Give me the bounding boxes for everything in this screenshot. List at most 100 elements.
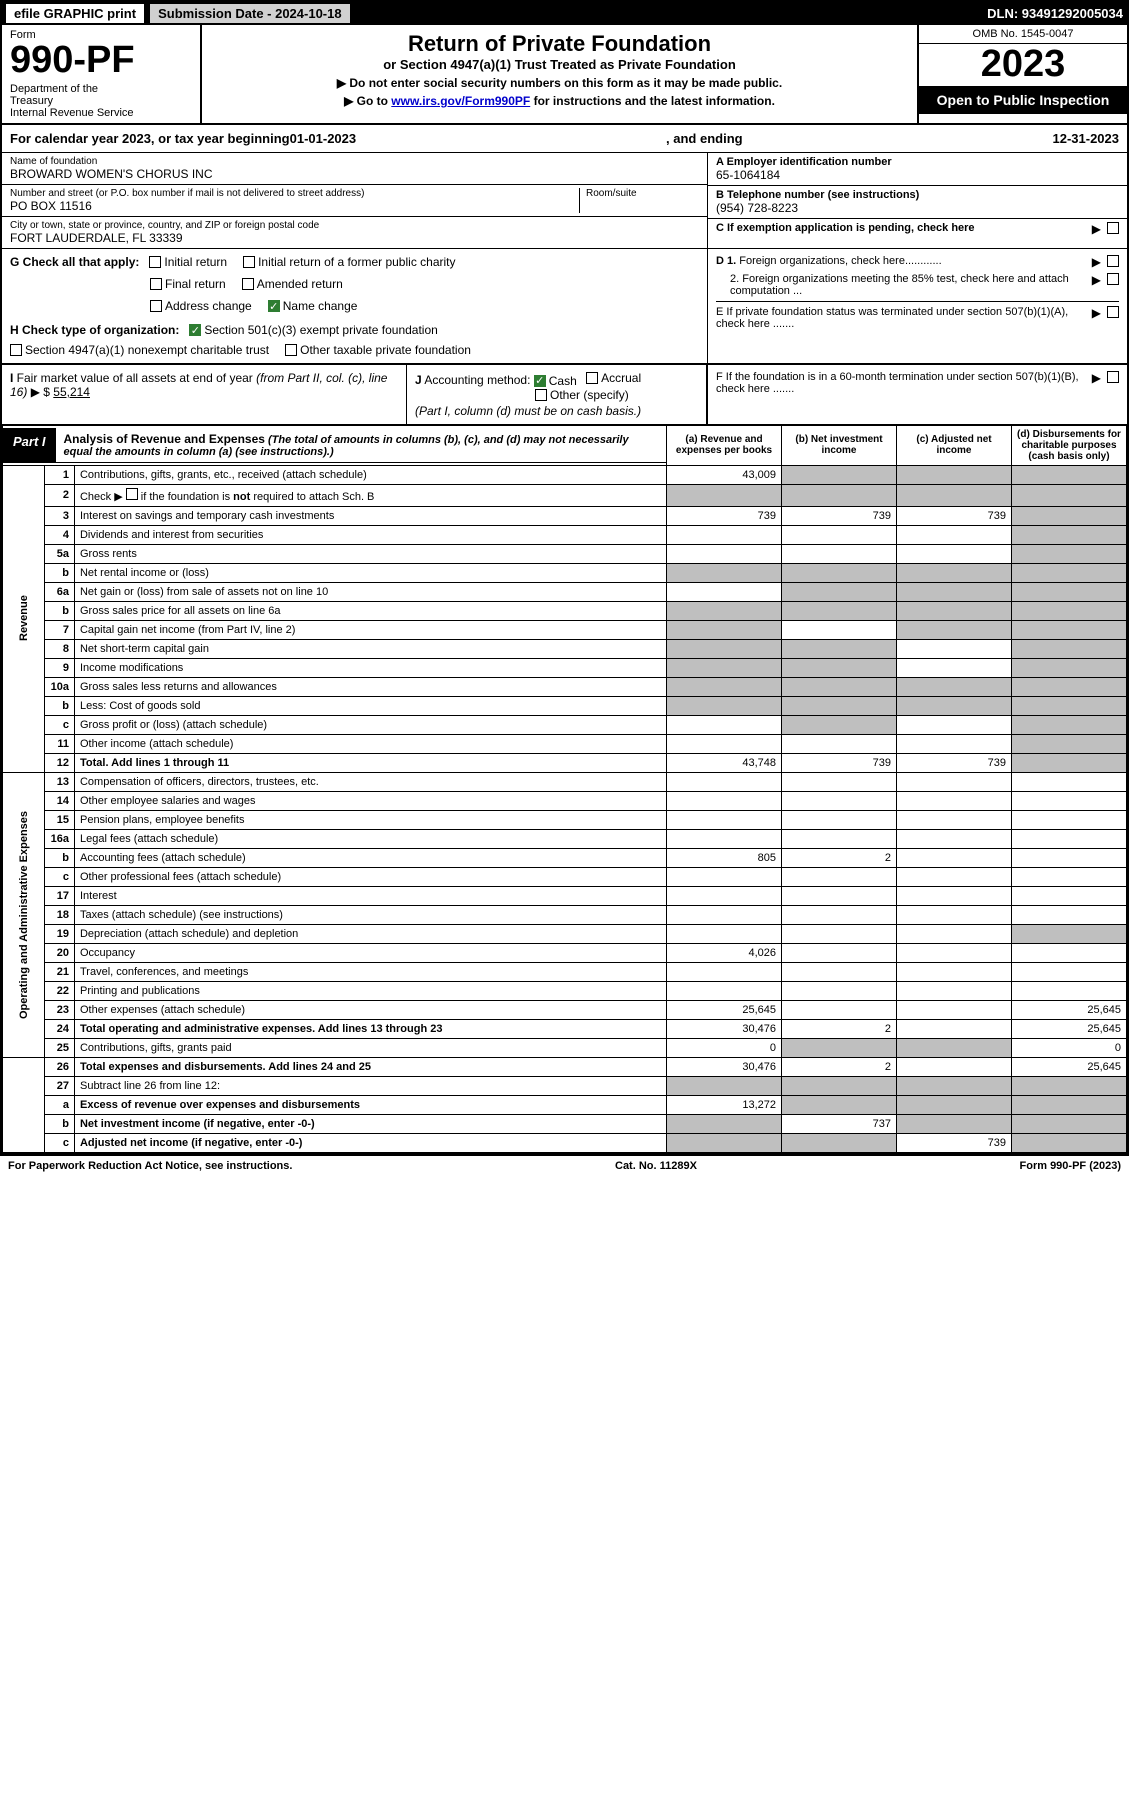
efile-print-button[interactable]: efile GRAPHIC print — [6, 4, 144, 23]
row-num: 5a — [44, 544, 74, 563]
row-desc: Income modifications — [74, 658, 666, 677]
row-num: 12 — [44, 753, 74, 772]
checkbox-accrual[interactable] — [586, 372, 598, 384]
foundation-name-cell: Name of foundation BROWARD WOMEN'S CHORU… — [2, 153, 707, 185]
g-h-left: G Check all that apply: Initial return I… — [2, 249, 707, 363]
phone-val: (954) 728-8223 — [716, 201, 1119, 215]
part1-table: Part I Analysis of Revenue and Expenses … — [2, 425, 1127, 1153]
e-row: E If private foundation status was termi… — [716, 301, 1119, 330]
row-desc: Travel, conferences, and meetings — [74, 962, 666, 981]
row-num: 20 — [44, 943, 74, 962]
row-desc: Total. Add lines 1 through 11 — [74, 753, 666, 772]
c-label: C If exemption application is pending, c… — [716, 222, 1086, 234]
form-subtitle: or Section 4947(a)(1) Trust Treated as P… — [212, 57, 907, 72]
cell-val: 805 — [667, 848, 782, 867]
dept-treasury: Department of theTreasuryInternal Revenu… — [10, 83, 192, 119]
row-desc: Capital gain net income (from Part IV, l… — [74, 620, 666, 639]
row-desc: Taxes (attach schedule) (see instruction… — [74, 905, 666, 924]
city-val: FORT LAUDERDALE, FL 33339 — [10, 231, 699, 245]
j-accrual: Accrual — [601, 371, 641, 385]
checkbox-name-change[interactable]: ✓ — [268, 300, 280, 312]
row-num: b — [44, 601, 74, 620]
irs-link[interactable]: www.irs.gov/Form990PF — [391, 94, 530, 108]
j-cash: Cash — [549, 374, 577, 388]
f-section: F If the foundation is in a 60-month ter… — [707, 365, 1127, 424]
checkbox-other-taxable[interactable] — [285, 344, 297, 356]
row-desc: Depreciation (attach schedule) and deple… — [74, 924, 666, 943]
row-num: 23 — [44, 1000, 74, 1019]
note2-post: for instructions and the latest informat… — [530, 94, 775, 108]
cal-end: 12-31-2023 — [1053, 131, 1120, 146]
arrow-icon: ▶ — [1092, 371, 1101, 385]
checkbox-final-return[interactable] — [150, 278, 162, 290]
row-num: 25 — [44, 1038, 74, 1057]
form-title: Return of Private Foundation — [212, 31, 907, 57]
arrow-icon: ▶ — [1092, 306, 1101, 320]
part1-desc: Analysis of Revenue and Expenses (The to… — [56, 428, 666, 462]
row-num: b — [44, 848, 74, 867]
row-desc: Subtract line 26 from line 12: — [74, 1076, 666, 1095]
row-num: 3 — [44, 506, 74, 525]
row-desc: Other income (attach schedule) — [74, 734, 666, 753]
row-desc: Total operating and administrative expen… — [74, 1019, 666, 1038]
checkbox-cash[interactable]: ✓ — [534, 375, 546, 387]
row-desc: Check ▶ if the foundation is not require… — [74, 484, 666, 506]
room-label: Room/suite — [586, 188, 699, 199]
checkbox-amended[interactable] — [242, 278, 254, 290]
row-num: 14 — [44, 791, 74, 810]
cell-val: 25,645 — [1012, 1019, 1127, 1038]
header-center: Return of Private Foundation or Section … — [202, 25, 917, 123]
row-desc: Total expenses and disbursements. Add li… — [74, 1057, 666, 1076]
col-c-header: (c) Adjusted net income — [897, 425, 1012, 465]
city-label: City or town, state or province, country… — [10, 220, 699, 231]
checkbox-501c3[interactable]: ✓ — [189, 324, 201, 336]
cell-val: 739 — [897, 506, 1012, 525]
row-num: 19 — [44, 924, 74, 943]
cell-val: 739 — [897, 1133, 1012, 1152]
checkbox-addr-change[interactable] — [150, 300, 162, 312]
row-desc: Other professional fees (attach schedule… — [74, 867, 666, 886]
h-label: H Check type of organization: — [10, 323, 179, 337]
e-label: E If private foundation status was termi… — [716, 306, 1086, 330]
checkbox-initial-return[interactable] — [149, 256, 161, 268]
row-desc: Net gain or (loss) from sale of assets n… — [74, 582, 666, 601]
g-initial: Initial return — [164, 255, 227, 269]
city-cell: City or town, state or province, country… — [2, 217, 707, 248]
note2-pre: ▶ Go to — [344, 94, 391, 108]
checkbox-f[interactable] — [1107, 371, 1119, 383]
addr-val: PO BOX 11516 — [10, 199, 579, 213]
cell-val: 739 — [667, 506, 782, 525]
form-header: Form 990-PF Department of theTreasuryInt… — [2, 25, 1127, 125]
row-desc: Gross profit or (loss) (attach schedule) — [74, 715, 666, 734]
d2-row: 2. Foreign organizations meeting the 85%… — [716, 273, 1119, 297]
checkbox-4947[interactable] — [10, 344, 22, 356]
cal-mid: , and ending — [356, 131, 1052, 146]
checkbox-c[interactable] — [1107, 222, 1119, 234]
checkbox-d1[interactable] — [1107, 255, 1119, 267]
ident-right: A Employer identification number 65-1064… — [707, 153, 1127, 248]
row-desc: Contributions, gifts, grants paid — [74, 1038, 666, 1057]
phone-cell: B Telephone number (see instructions) (9… — [708, 186, 1127, 219]
row-num: 15 — [44, 810, 74, 829]
row-desc: Net rental income or (loss) — [74, 563, 666, 582]
cell-val: 25,645 — [667, 1000, 782, 1019]
col-b-header: (b) Net investment income — [782, 425, 897, 465]
checkbox-other-method[interactable] — [535, 389, 547, 401]
g-h-row: G Check all that apply: Initial return I… — [2, 249, 1127, 365]
cell-val: 0 — [667, 1038, 782, 1057]
row-num: 11 — [44, 734, 74, 753]
row-num: 2 — [44, 484, 74, 506]
cell-val: 30,476 — [667, 1019, 782, 1038]
col-d-header: (d) Disbursements for charitable purpose… — [1012, 425, 1127, 465]
cell-val: 739 — [782, 753, 897, 772]
row-num: b — [44, 696, 74, 715]
expenses-side-label: Operating and Administrative Expenses — [3, 772, 45, 1057]
cell-val: 0 — [1012, 1038, 1127, 1057]
checkbox-schb[interactable] — [126, 488, 138, 500]
checkbox-initial-former[interactable] — [243, 256, 255, 268]
i-arrow: ▶ $ — [31, 385, 50, 399]
checkbox-e[interactable] — [1107, 306, 1119, 318]
checkbox-d2[interactable] — [1107, 273, 1119, 285]
part1-title: Analysis of Revenue and Expenses — [64, 432, 265, 446]
cell-val: 739 — [897, 753, 1012, 772]
